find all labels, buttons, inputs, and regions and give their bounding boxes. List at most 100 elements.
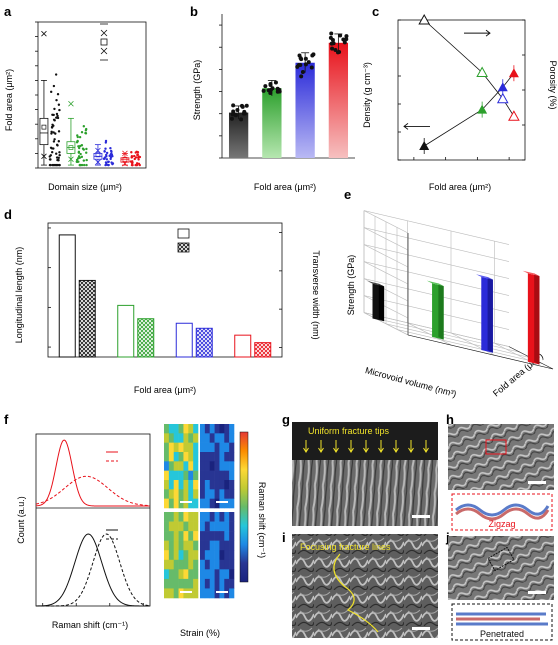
- data-point: [261, 88, 266, 93]
- map-pixel: [178, 480, 184, 490]
- map-pixel: [193, 578, 199, 589]
- data-point: [239, 117, 244, 122]
- map-pixel: [164, 531, 170, 541]
- fracture-tip-arrow: [318, 440, 324, 453]
- map-pixel: [193, 489, 199, 499]
- map-pixel: [224, 569, 230, 580]
- box-p1: [41, 153, 47, 160]
- data-point: [76, 140, 79, 143]
- map-pixel: [214, 433, 220, 443]
- map-pixel: [164, 512, 170, 522]
- map-pixel: [224, 521, 230, 532]
- porosity-line: [423, 19, 515, 117]
- porosity-marker: [508, 110, 520, 121]
- map-pixel: [200, 521, 206, 532]
- sem-image-g-top: [292, 422, 438, 460]
- raman-curve: [35, 533, 150, 607]
- map-pixel: [188, 424, 194, 434]
- map-pixel: [204, 480, 211, 490]
- map-pixel: [168, 470, 175, 481]
- map-pixel: [168, 461, 175, 471]
- map-pixel: [214, 531, 220, 541]
- bar-longitudinal: [175, 322, 193, 358]
- map-pixel: [219, 578, 225, 589]
- bar3d-top: [426, 280, 444, 287]
- data-point: [306, 60, 311, 65]
- map-pixel: [193, 461, 199, 471]
- porosity-marker: [418, 13, 431, 25]
- data-point: [76, 134, 79, 137]
- data-point: [49, 154, 53, 157]
- data-point: [49, 146, 53, 149]
- map-pixel: [178, 569, 184, 580]
- map-pixel: [200, 452, 206, 462]
- panel-f-xlabel: Raman shift (cm⁻¹): [52, 620, 128, 630]
- map-pixel: [178, 470, 184, 481]
- map-pixel: [229, 512, 235, 522]
- raman-curve: [35, 439, 150, 507]
- data-point: [58, 153, 61, 157]
- map-pixel: [214, 569, 220, 580]
- data-point: [298, 63, 303, 68]
- data-point: [240, 104, 245, 109]
- panel-b-ylabel: Strength (GPa): [192, 60, 202, 121]
- panel-c: c Density (g cm⁻³) Porosity (%) Fold are…: [362, 4, 558, 192]
- data-point: [85, 158, 88, 162]
- fracture-line: [333, 553, 379, 633]
- map-pixel: [209, 531, 215, 541]
- data-point: [329, 41, 334, 46]
- data-point: [50, 126, 54, 129]
- panel-letter-f: f: [4, 412, 9, 427]
- raman-curve: [35, 533, 150, 607]
- bar-transverse: [195, 327, 213, 358]
- map-pixel: [193, 559, 199, 570]
- panel-d-xlabel: Fold area (μm²): [134, 385, 196, 395]
- panel-g-caption: Uniform fracture tips: [308, 426, 390, 436]
- map-pixel: [229, 489, 235, 499]
- map-pixel: [219, 452, 225, 462]
- map-pixel: [178, 442, 184, 453]
- map-pixel: [188, 588, 194, 599]
- map-pixel: [200, 588, 206, 599]
- panel-letter-b: b: [190, 4, 198, 19]
- scale-bar-g: [412, 515, 430, 518]
- right-axis-arrow: [464, 29, 491, 37]
- map-pixel: [209, 461, 215, 471]
- box-mean: [41, 124, 47, 130]
- data-point: [107, 160, 110, 164]
- map-pixel: [193, 424, 199, 434]
- data-point: [104, 161, 108, 165]
- map-pixel: [178, 531, 184, 541]
- map-pixel: [168, 531, 175, 541]
- map-pixel: [219, 531, 225, 541]
- map-pixel: [200, 531, 206, 541]
- bar3d-side: [534, 273, 540, 365]
- map-pixel: [183, 550, 189, 561]
- data-point: [344, 34, 349, 39]
- map-pixel: [200, 512, 206, 522]
- data-point: [137, 158, 140, 161]
- map-pixel: [229, 470, 235, 481]
- data-point: [53, 138, 56, 141]
- map-pixel: [193, 512, 199, 522]
- map-pixel: [214, 461, 220, 471]
- box-mean: [95, 152, 101, 158]
- map-pixel: [200, 433, 206, 443]
- map-pixel: [209, 550, 215, 561]
- data-point: [131, 163, 134, 167]
- map-pixel: [168, 521, 175, 532]
- data-point: [133, 154, 136, 158]
- map-pixel: [193, 433, 199, 443]
- fracture-tip-arrow: [393, 440, 399, 453]
- panel-letter-c: c: [372, 4, 379, 19]
- map-pixel: [200, 540, 206, 551]
- map-pixel: [178, 512, 184, 522]
- map-pixel: [224, 470, 230, 481]
- data-point: [341, 37, 346, 42]
- map-pixel: [200, 578, 206, 589]
- map-pixel: [183, 588, 189, 599]
- legend-marker: [100, 47, 108, 55]
- map-pixel: [224, 480, 230, 490]
- data-point: [52, 131, 55, 134]
- map-pixel: [173, 578, 179, 589]
